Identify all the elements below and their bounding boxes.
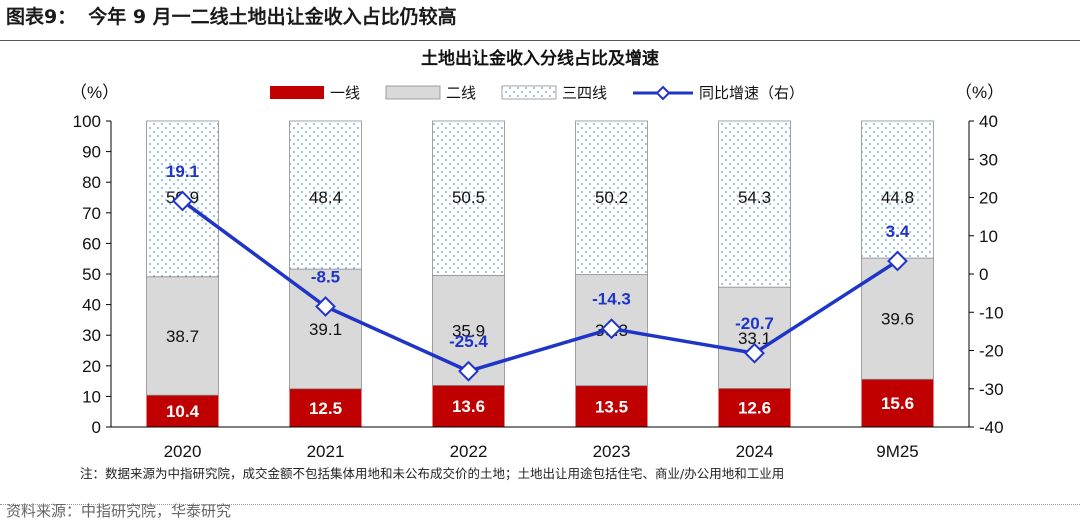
bar-segment-tier1 [289,388,362,427]
growth-point [601,318,622,340]
x-tick-label: 2020 [164,442,202,461]
left-axis-unit: （%） [70,83,119,102]
left-tick-label: 90 [82,143,101,162]
figure-title-text: 今年 9 月一二线土地出让金收入占比仍较高 [88,6,457,28]
x-tick-label: 9M25 [876,442,919,461]
figure-label: 图表9： [6,6,77,28]
left-tick-label: 60 [82,234,101,253]
bar-segment-tier1 [575,385,648,427]
right-axis-unit: （%） [955,83,1004,102]
bar-segment-tier2 [146,276,219,396]
growth-value-label: -14.3 [592,290,631,309]
bar-value-label: 54.3 [738,188,771,207]
bar-value-label: 12.6 [738,399,771,418]
bar-value-label: 44.8 [881,188,914,207]
x-tick-label: 2023 [593,442,631,461]
bar-segment-tier1 [718,388,791,427]
right-axis: -40 -30 -20 -10 0 10 20 30 40 [968,112,1004,437]
chart-note: 注：数据来源为中指研究院，成交金额不包括集体用地和未公布成交价的土地；土地出让用… [80,466,784,481]
right-tick-label: 40 [979,112,998,131]
left-tick-label: 20 [82,357,101,376]
bar-segment-tier34 [575,120,648,276]
right-tick-label: 10 [979,227,998,246]
figure-title: 图表9： 今年 9 月一二线土地出让金收入占比仍较高 [6,3,457,31]
legend-label: 二线 [446,84,476,102]
bar-value-label: 50.2 [595,188,628,207]
growth-point [744,342,765,364]
right-tick-label: 20 [979,189,998,208]
bar-value-label: 13.5 [595,397,628,416]
chart-title: 土地出让金收入分线占比及增速 [421,48,659,69]
left-tick-label: 30 [82,326,101,345]
right-tick-label: -10 [979,303,1004,322]
bar-segment-tier1 [146,395,219,427]
legend-label: 三四线 [562,84,607,102]
legend-swatch [270,86,324,99]
x-tick-label: 2024 [736,442,774,461]
growth-line [181,199,899,374]
x-tick-label: 2022 [450,442,488,461]
left-tick-label: 40 [82,296,101,315]
bar-segment-tier34 [289,120,362,270]
right-tick-label: -30 [979,380,1004,399]
bar-value-label: 33.1 [738,329,771,348]
legend: 一线 二线 三四线 同比增速（右） [270,84,804,102]
growth-value-label: 3.4 [886,222,910,241]
left-tick-label: 50 [82,265,101,284]
growth-value-label: -25.4 [449,332,488,351]
legend-swatch [501,85,557,100]
bar-value-label: 15.6 [881,394,914,413]
bar-value-label: 48.4 [309,188,342,207]
growth-value-label: 19.1 [166,162,199,181]
right-tick-label: 0 [979,265,988,284]
right-tick-label: 30 [979,150,998,169]
x-axis: 2020 2021 2022 2023 2024 9M25 [111,426,969,461]
bar-segment-tier34 [718,120,791,288]
bar-value-label: 39.6 [881,310,914,329]
growth-value-label: -8.5 [311,268,340,287]
bar-value-label: 39.1 [309,320,342,339]
bar-value-label: 10.4 [166,402,200,421]
x-tick-label: 2021 [307,442,345,461]
bar-value-label: 38.7 [166,327,199,346]
growth-point [172,190,193,212]
growth-point [458,360,479,382]
legend-label: 一线 [330,84,360,102]
legend-swatch [385,85,441,100]
title-divider [0,40,1080,41]
growth-point [887,250,908,272]
legend-marker [655,85,671,101]
growth-line-series: 19.1 -8.5 -25.4 -14.3 -20.7 3.4 [166,162,910,382]
bar-segment-tier34 [861,120,934,259]
bar-value-label: 13.6 [452,397,485,416]
growth-point [315,296,336,317]
left-axis: 0 10 20 30 40 50 60 70 80 90 100 [73,112,112,437]
bar-segment-tier1 [861,379,934,427]
legend-label: 同比增速（右） [699,84,804,102]
bar-value-label: 12.5 [309,399,342,418]
right-tick-label: -20 [979,342,1004,361]
left-tick-label: 100 [73,112,101,131]
left-tick-label: 80 [82,173,101,192]
left-tick-label: 10 [82,387,101,406]
bar-value-label: 35.9 [452,321,485,340]
growth-value-label: -20.7 [735,314,774,333]
bar-segment-tier1 [432,385,505,427]
right-tick-label: -40 [979,418,1004,437]
left-tick-label: 0 [92,418,101,437]
stacked-bars: 10.438.750.912.539.148.413.635.950.513.5… [146,120,934,427]
left-tick-label: 70 [82,204,101,223]
source-divider [0,504,1080,505]
source-text: 资料来源：中指研究院，华泰研究 [6,502,232,520]
bar-value-label: 50.5 [452,188,485,207]
bar-segment-tier34 [432,120,505,276]
land-revenue-chart: 土地出让金收入分线占比及增速 （%） （%） 一线 二线 三四线 同比增速（右） 0 1… [70,48,1004,481]
